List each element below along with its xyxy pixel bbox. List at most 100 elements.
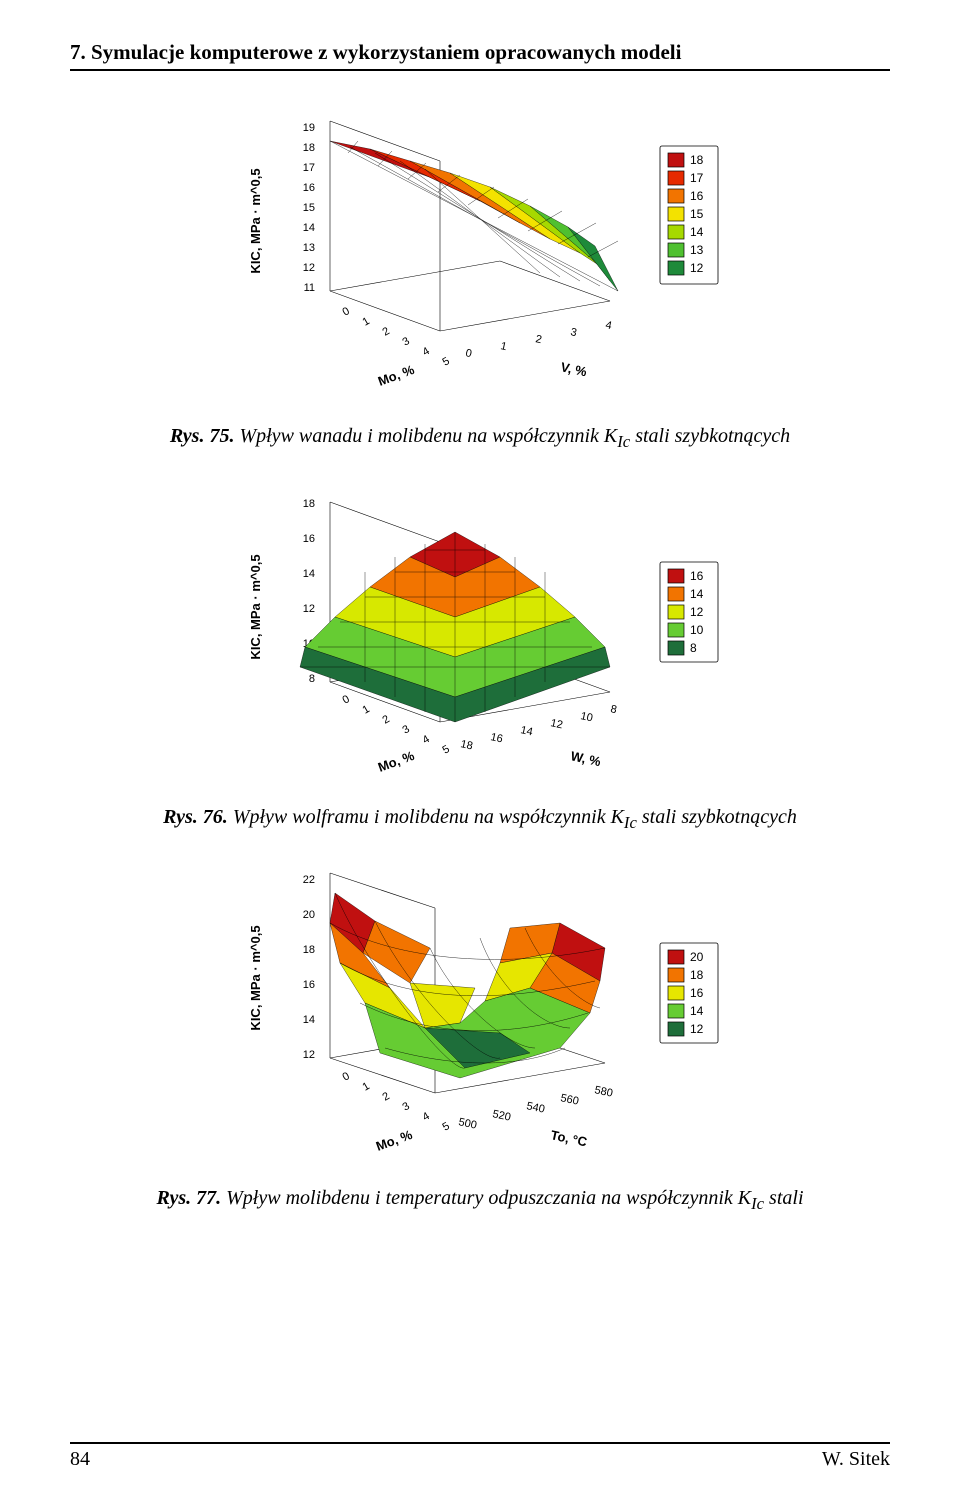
surface-77 xyxy=(330,893,605,1078)
svg-text:18: 18 xyxy=(303,142,315,154)
page-footer: 84 W. Sitek xyxy=(70,1442,890,1471)
svg-text:12: 12 xyxy=(690,605,704,619)
svg-text:12: 12 xyxy=(549,717,563,731)
svg-text:8: 8 xyxy=(309,673,315,685)
svg-text:16: 16 xyxy=(303,979,315,991)
page-number: 84 xyxy=(70,1448,90,1471)
svg-text:15: 15 xyxy=(303,202,315,214)
svg-text:1: 1 xyxy=(361,315,372,328)
z-axis-ticks: 12 14 16 18 20 22 xyxy=(303,874,315,1061)
svg-text:18: 18 xyxy=(690,153,704,167)
svg-text:12: 12 xyxy=(303,262,315,274)
surface-plot-77: 12 14 16 18 20 22 KIC, MPa · m^0,5 0 1 2… xyxy=(200,853,760,1173)
svg-text:12: 12 xyxy=(303,603,315,615)
svg-text:14: 14 xyxy=(690,225,704,239)
svg-text:16: 16 xyxy=(690,986,704,1000)
y-axis-label: W, % xyxy=(569,748,602,769)
svg-text:10: 10 xyxy=(579,710,593,724)
x-axis-label: Mo, % xyxy=(376,362,417,389)
svg-text:0: 0 xyxy=(341,1070,352,1083)
z-axis-label: KIC, MPa · m^0,5 xyxy=(248,925,263,1030)
svg-text:20: 20 xyxy=(303,909,315,921)
svg-text:540: 540 xyxy=(525,1100,545,1116)
svg-text:16: 16 xyxy=(690,569,704,583)
svg-text:11: 11 xyxy=(304,282,315,294)
svg-text:580: 580 xyxy=(593,1084,613,1100)
svg-text:2: 2 xyxy=(381,1090,392,1103)
surface-plot-76: 8 10 12 14 16 18 KIC, MPa · m^0,5 0 1 2 … xyxy=(200,472,760,792)
svg-text:3: 3 xyxy=(569,326,577,339)
svg-text:14: 14 xyxy=(303,222,315,234)
figure-77: 12 14 16 18 20 22 KIC, MPa · m^0,5 0 1 2… xyxy=(70,853,890,1214)
svg-text:3: 3 xyxy=(401,1100,412,1113)
z-axis-label: KIC, MPa · m^0,5 xyxy=(248,554,263,659)
svg-text:3: 3 xyxy=(401,335,412,348)
svg-text:8: 8 xyxy=(690,641,697,655)
chart-75: 11 12 13 14 15 16 17 18 19 KIC, MPa · m^… xyxy=(200,91,760,411)
y-axis-ticks: 0 1 2 3 4 xyxy=(464,319,612,360)
legend-76: 16 14 12 10 8 xyxy=(660,562,718,662)
figure-76-caption: Rys. 76. Wpływ wolframu i molibdenu na w… xyxy=(70,806,890,833)
chart-77: 12 14 16 18 20 22 KIC, MPa · m^0,5 0 1 2… xyxy=(200,853,760,1173)
svg-text:5: 5 xyxy=(441,743,452,756)
svg-text:18: 18 xyxy=(303,944,315,956)
figure-76: 8 10 12 14 16 18 KIC, MPa · m^0,5 0 1 2 … xyxy=(70,472,890,833)
legend-75: 18 17 16 15 14 13 12 xyxy=(660,146,718,284)
svg-text:15: 15 xyxy=(690,207,704,221)
svg-text:8: 8 xyxy=(609,703,617,716)
svg-text:17: 17 xyxy=(303,162,315,174)
svg-text:2: 2 xyxy=(381,713,392,726)
svg-text:16: 16 xyxy=(303,533,315,545)
figure-75: 11 12 13 14 15 16 17 18 19 KIC, MPa · m^… xyxy=(70,91,890,452)
svg-text:0: 0 xyxy=(341,693,352,706)
svg-text:14: 14 xyxy=(303,1014,315,1026)
svg-text:4: 4 xyxy=(421,733,432,746)
surface-plot-75: 11 12 13 14 15 16 17 18 19 KIC, MPa · m^… xyxy=(200,91,760,411)
svg-text:4: 4 xyxy=(604,319,612,332)
svg-text:12: 12 xyxy=(690,261,704,275)
svg-text:1: 1 xyxy=(361,1080,372,1093)
svg-text:18: 18 xyxy=(459,738,473,752)
y-axis-label: V, % xyxy=(559,359,588,379)
svg-text:19: 19 xyxy=(303,122,315,134)
chart-76: 8 10 12 14 16 18 KIC, MPa · m^0,5 0 1 2 … xyxy=(200,472,760,792)
z-axis-label: KIC, MPa · m^0,5 xyxy=(248,168,263,273)
section-header: 7. Symulacje komputerowe z wykorzystanie… xyxy=(70,40,890,71)
svg-text:18: 18 xyxy=(303,498,315,510)
svg-text:5: 5 xyxy=(441,355,452,368)
z-axis-ticks: 11 12 13 14 15 16 17 18 19 xyxy=(303,122,315,294)
author-name: W. Sitek xyxy=(822,1448,890,1471)
svg-text:5: 5 xyxy=(441,1120,452,1133)
svg-text:10: 10 xyxy=(690,623,704,637)
svg-text:14: 14 xyxy=(690,587,704,601)
y-axis-label: To, °C xyxy=(549,1127,589,1149)
surface-76 xyxy=(300,532,610,722)
svg-text:4: 4 xyxy=(421,1110,432,1123)
svg-text:12: 12 xyxy=(690,1022,704,1036)
figure-75-caption: Rys. 75. Wpływ wanadu i molibdenu na wsp… xyxy=(70,425,890,452)
svg-text:2: 2 xyxy=(381,325,392,338)
svg-text:0: 0 xyxy=(341,305,352,318)
svg-text:13: 13 xyxy=(690,243,704,257)
svg-text:16: 16 xyxy=(690,189,704,203)
svg-text:22: 22 xyxy=(303,874,315,886)
surface-75 xyxy=(330,141,618,291)
svg-text:500: 500 xyxy=(457,1116,477,1132)
svg-text:1: 1 xyxy=(361,703,372,716)
svg-text:4: 4 xyxy=(421,345,432,358)
y-axis-ticks: 500 520 540 560 580 xyxy=(457,1084,613,1132)
legend-77: 20 18 16 14 12 xyxy=(660,943,718,1043)
figure-77-caption: Rys. 77. Wpływ molibdenu i temperatury o… xyxy=(70,1187,890,1214)
svg-text:520: 520 xyxy=(491,1108,511,1124)
svg-text:16: 16 xyxy=(303,182,315,194)
svg-text:13: 13 xyxy=(303,242,315,254)
svg-text:12: 12 xyxy=(303,1049,315,1061)
x-axis-label: Mo, % xyxy=(374,1127,415,1154)
svg-text:3: 3 xyxy=(401,723,412,736)
svg-text:1: 1 xyxy=(499,340,507,353)
svg-text:20: 20 xyxy=(690,950,704,964)
svg-text:0: 0 xyxy=(464,347,472,360)
svg-text:16: 16 xyxy=(489,731,503,745)
svg-text:14: 14 xyxy=(303,568,315,580)
svg-text:18: 18 xyxy=(690,968,704,982)
